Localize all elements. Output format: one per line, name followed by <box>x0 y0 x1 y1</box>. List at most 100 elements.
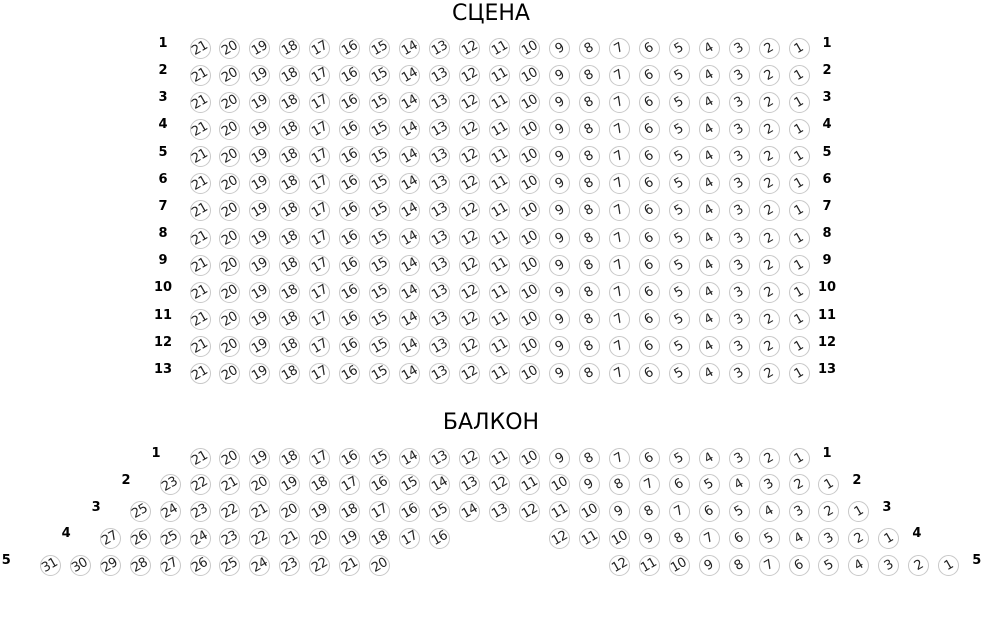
balcony-seat[interactable]: 9 <box>638 527 660 549</box>
balcony-seat[interactable]: 10 <box>608 527 630 549</box>
balcony-seat[interactable]: 9 <box>548 447 570 469</box>
stage-seat[interactable]: 6 <box>638 254 660 276</box>
stage-seat[interactable]: 2 <box>758 254 780 276</box>
stage-seat[interactable]: 13 <box>429 254 451 276</box>
balcony-seat[interactable]: 8 <box>638 501 660 522</box>
balcony-seat[interactable]: 22 <box>219 501 241 522</box>
stage-seat[interactable]: 7 <box>608 118 630 140</box>
stage-seat[interactable]: 19 <box>249 118 271 140</box>
stage-seat[interactable]: 7 <box>608 146 630 168</box>
stage-seat[interactable]: 21 <box>189 200 211 222</box>
stage-seat[interactable]: 3 <box>728 227 750 249</box>
balcony-seat[interactable]: 16 <box>429 527 451 549</box>
stage-seat[interactable]: 13 <box>429 146 451 168</box>
stage-seat[interactable]: 8 <box>578 173 600 195</box>
balcony-seat[interactable]: 20 <box>249 474 271 496</box>
balcony-seat[interactable]: 16 <box>399 501 421 522</box>
stage-seat[interactable]: 12 <box>459 173 481 195</box>
stage-seat[interactable]: 7 <box>608 254 630 276</box>
balcony-seat[interactable]: 4 <box>848 554 870 576</box>
balcony-seat[interactable]: 23 <box>189 501 211 522</box>
balcony-seat[interactable]: 6 <box>788 554 810 576</box>
balcony-seat[interactable]: 4 <box>698 447 720 469</box>
balcony-seat[interactable]: 11 <box>638 554 660 576</box>
stage-seat[interactable]: 16 <box>339 37 361 59</box>
balcony-seat[interactable]: 24 <box>249 554 271 576</box>
balcony-seat[interactable]: 23 <box>279 554 301 576</box>
stage-seat[interactable]: 4 <box>698 146 720 168</box>
stage-seat[interactable]: 9 <box>548 254 570 276</box>
stage-seat[interactable]: 3 <box>728 254 750 276</box>
stage-seat[interactable]: 9 <box>548 146 570 168</box>
stage-seat[interactable]: 20 <box>219 173 241 195</box>
stage-seat[interactable]: 4 <box>698 200 720 222</box>
stage-seat[interactable]: 19 <box>249 200 271 222</box>
balcony-seat[interactable]: 1 <box>878 527 900 549</box>
stage-seat[interactable]: 18 <box>279 227 301 249</box>
stage-seat[interactable]: 5 <box>668 146 690 168</box>
stage-seat[interactable]: 15 <box>369 254 391 276</box>
stage-seat[interactable]: 8 <box>578 64 600 86</box>
stage-seat[interactable]: 19 <box>249 336 271 358</box>
stage-seat[interactable]: 21 <box>189 91 211 113</box>
stage-seat[interactable]: 17 <box>309 200 331 222</box>
stage-seat[interactable]: 4 <box>698 118 720 140</box>
stage-seat[interactable]: 16 <box>339 91 361 113</box>
balcony-seat[interactable]: 30 <box>69 554 91 576</box>
balcony-seat[interactable]: 14 <box>459 501 481 522</box>
stage-seat[interactable]: 3 <box>728 309 750 330</box>
stage-seat[interactable]: 11 <box>489 37 510 59</box>
stage-seat[interactable]: 15 <box>369 37 391 59</box>
stage-seat[interactable]: 10 <box>518 227 540 249</box>
balcony-seat[interactable]: 17 <box>309 447 331 469</box>
balcony-seat[interactable]: 15 <box>369 447 391 469</box>
stage-seat[interactable]: 14 <box>399 227 421 249</box>
stage-seat[interactable]: 11 <box>489 254 510 276</box>
stage-seat[interactable]: 3 <box>728 363 750 385</box>
stage-seat[interactable]: 17 <box>309 37 331 59</box>
balcony-seat[interactable]: 18 <box>369 527 391 549</box>
balcony-seat[interactable]: 16 <box>339 447 361 469</box>
stage-seat[interactable]: 4 <box>698 37 720 59</box>
stage-seat[interactable]: 5 <box>668 173 690 195</box>
stage-seat[interactable]: 12 <box>459 118 481 140</box>
balcony-seat[interactable]: 29 <box>99 554 121 576</box>
stage-seat[interactable]: 18 <box>279 64 301 86</box>
stage-seat[interactable]: 6 <box>638 37 660 59</box>
stage-seat[interactable]: 8 <box>578 281 600 303</box>
stage-seat[interactable]: 7 <box>608 37 630 59</box>
balcony-seat[interactable]: 18 <box>309 474 331 496</box>
stage-seat[interactable]: 11 <box>489 363 510 385</box>
stage-seat[interactable]: 2 <box>758 336 780 358</box>
stage-seat[interactable]: 6 <box>638 309 660 330</box>
balcony-seat[interactable]: 3 <box>758 474 780 496</box>
stage-seat[interactable]: 1 <box>788 227 810 249</box>
stage-seat[interactable]: 15 <box>369 281 391 303</box>
stage-seat[interactable]: 19 <box>249 227 271 249</box>
stage-seat[interactable]: 7 <box>608 64 630 86</box>
balcony-seat[interactable]: 25 <box>219 554 241 576</box>
stage-seat[interactable]: 16 <box>339 173 361 195</box>
stage-seat[interactable]: 18 <box>279 309 301 330</box>
stage-seat[interactable]: 16 <box>339 118 361 140</box>
stage-seat[interactable]: 9 <box>548 91 570 113</box>
stage-seat[interactable]: 7 <box>608 91 630 113</box>
stage-seat[interactable]: 7 <box>608 309 630 330</box>
stage-seat[interactable]: 19 <box>249 363 271 385</box>
stage-seat[interactable]: 14 <box>399 146 421 168</box>
stage-seat[interactable]: 2 <box>758 64 780 86</box>
balcony-seat[interactable]: 21 <box>219 474 241 496</box>
stage-seat[interactable]: 15 <box>369 64 391 86</box>
stage-seat[interactable]: 3 <box>728 146 750 168</box>
stage-seat[interactable]: 11 <box>489 91 510 113</box>
stage-seat[interactable]: 9 <box>548 64 570 86</box>
stage-seat[interactable]: 21 <box>189 173 211 195</box>
balcony-seat[interactable]: 5 <box>728 501 750 522</box>
stage-seat[interactable]: 8 <box>578 200 600 222</box>
stage-seat[interactable]: 7 <box>608 173 630 195</box>
balcony-seat[interactable]: 2 <box>848 527 870 549</box>
stage-seat[interactable]: 3 <box>728 37 750 59</box>
balcony-seat[interactable]: 1 <box>848 501 870 522</box>
stage-seat[interactable]: 15 <box>369 173 391 195</box>
stage-seat[interactable]: 2 <box>758 227 780 249</box>
